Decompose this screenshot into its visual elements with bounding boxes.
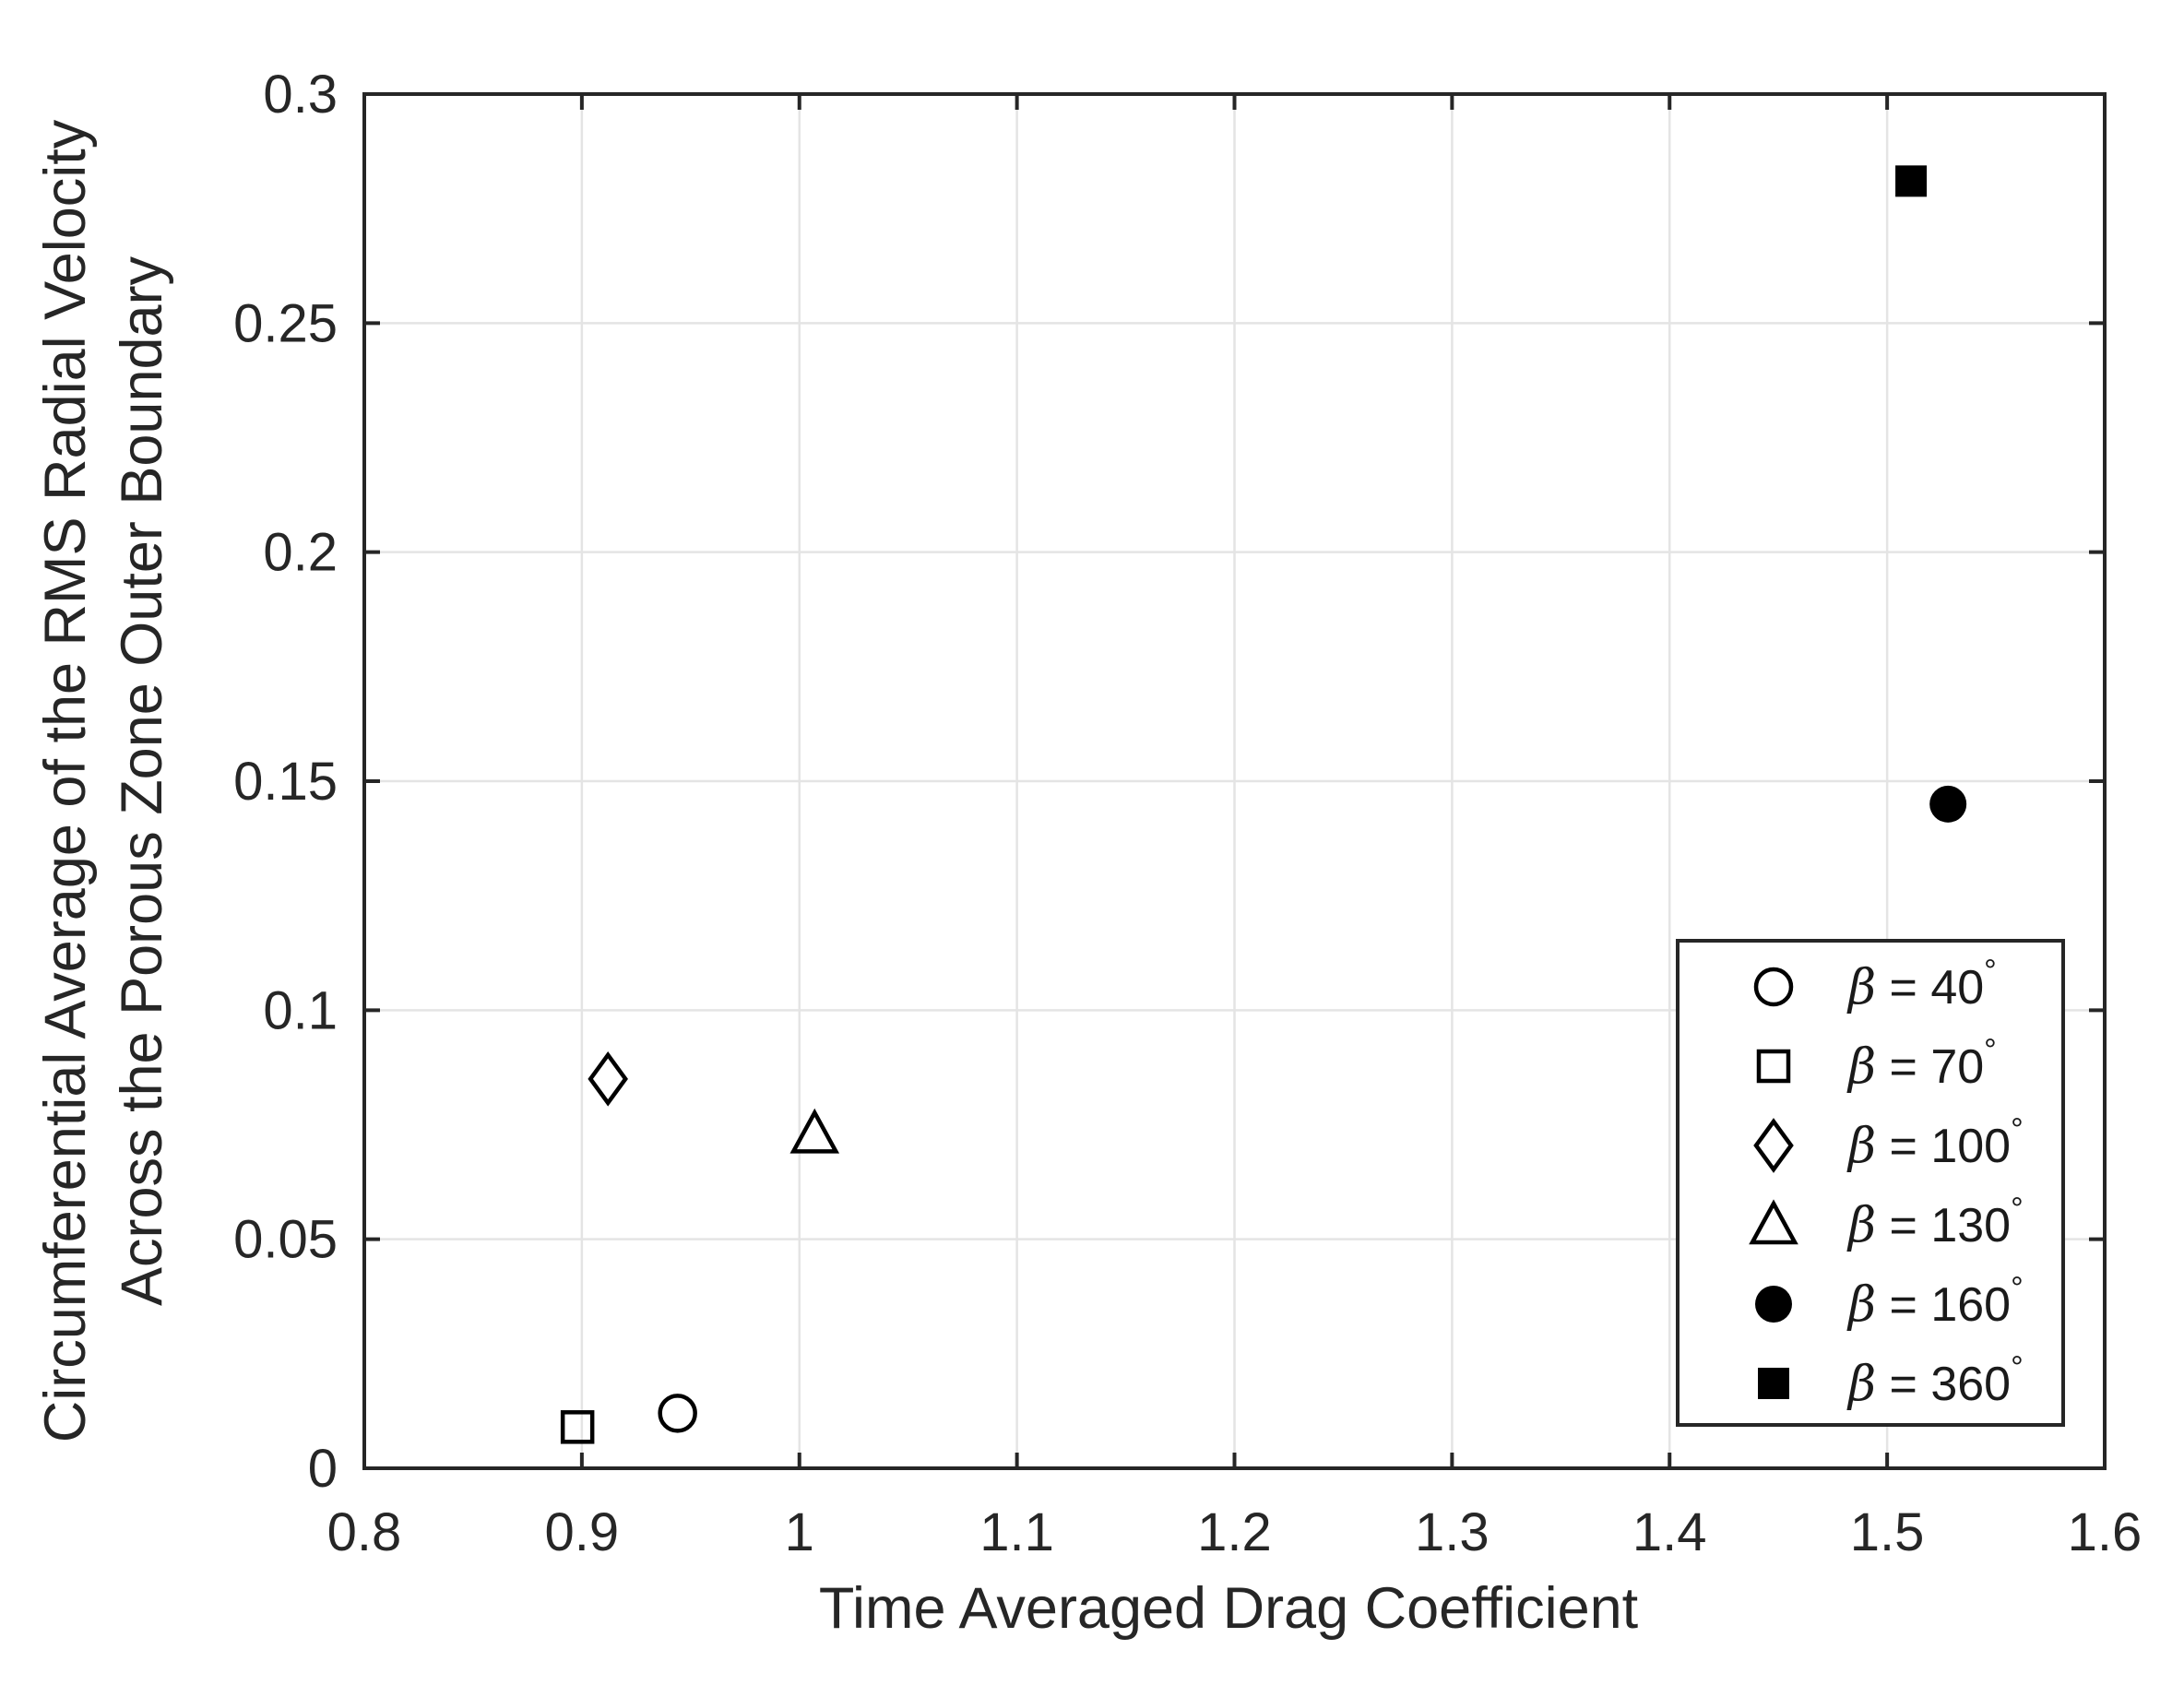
legend-marker-beta-100 (1753, 1118, 1794, 1173)
legend-marker-beta-40 (1753, 967, 1794, 1007)
legend-marker-beta-160 (1755, 1286, 1792, 1323)
data-point-beta-100 (588, 1051, 628, 1107)
x-tick-label-1.2: 1.2 (1197, 1502, 1272, 1562)
y-tick-label-0: 0 (308, 1439, 338, 1499)
legend-entry-beta-40: β = 40° (1753, 954, 1997, 1015)
x-tick-label-1: 1 (785, 1502, 814, 1562)
legend-label-beta-100: β = 100° (1846, 1112, 2024, 1174)
data-point-beta-40 (658, 1394, 697, 1433)
legend-label-beta-130: β = 130° (1846, 1192, 2024, 1253)
legend-entry-beta-100: β = 100° (1753, 1112, 2024, 1174)
y-tick-label-0.15: 0.15 (233, 752, 338, 812)
y-tick-label-0.25: 0.25 (233, 293, 338, 353)
y-axis-title-line2: Across the Porous Zone Outer Boundary (110, 255, 174, 1306)
legend-entry-beta-130: β = 130° (1749, 1192, 2024, 1253)
x-tick-label-1.6: 1.6 (2068, 1502, 2142, 1562)
legend-label-beta-360: β = 360° (1846, 1350, 2024, 1412)
grid (364, 94, 2105, 1468)
y-tick-label-0.1: 0.1 (263, 980, 338, 1040)
x-tick-label-0.8: 0.8 (327, 1502, 402, 1562)
y-tick-label-0.3: 0.3 (263, 65, 338, 125)
x-tick-label-1.1: 1.1 (979, 1502, 1054, 1562)
legend-marker-beta-130 (1749, 1199, 1798, 1245)
legend-entry-beta-160: β = 160° (1755, 1271, 2024, 1333)
legend-marker-beta-70 (1756, 1049, 1791, 1084)
legend-marker-beta-360 (1758, 1368, 1789, 1399)
data-point-beta-130 (789, 1108, 840, 1154)
x-tick-label-1.4: 1.4 (1632, 1502, 1707, 1562)
data-point-beta-160 (1929, 785, 1967, 823)
y-tick-label-0.05: 0.05 (233, 1210, 338, 1270)
x-tick-label-1.5: 1.5 (1850, 1502, 1925, 1562)
tick-labels: 0.8 0.9 1 1.1 1.2 1.3 1.4 1.5 1.6 0 0.05 0.1 0.15 0.2… (233, 65, 2142, 1562)
plot-area-border (362, 92, 2107, 1470)
y-axis-title-line1: Circumferential Average of the RMS Radia… (33, 119, 98, 1442)
y-tick-label-0.2: 0.2 (263, 523, 338, 583)
data-point-beta-360 (1895, 165, 1928, 197)
legend-entry-beta-360: β = 360° (1758, 1350, 2024, 1412)
legend: β = 40° β = 70° β = 100° β = 130° β = 160° β … (1676, 939, 2065, 1427)
legend-label-beta-70: β = 70° (1846, 1033, 1997, 1095)
data-point-beta-70 (560, 1410, 595, 1444)
x-tick-label-0.9: 0.9 (545, 1502, 620, 1562)
legend-label-beta-40: β = 40° (1846, 954, 1997, 1015)
x-axis-title: Time Averaged Drag Coefficient (819, 1576, 1639, 1641)
data-points (560, 165, 1967, 1444)
legend-label-beta-160: β = 160° (1846, 1271, 2024, 1333)
legend-box (1676, 939, 2065, 1427)
legend-entry-beta-70: β = 70° (1756, 1033, 1997, 1095)
x-tick-label-1.3: 1.3 (1415, 1502, 1490, 1562)
